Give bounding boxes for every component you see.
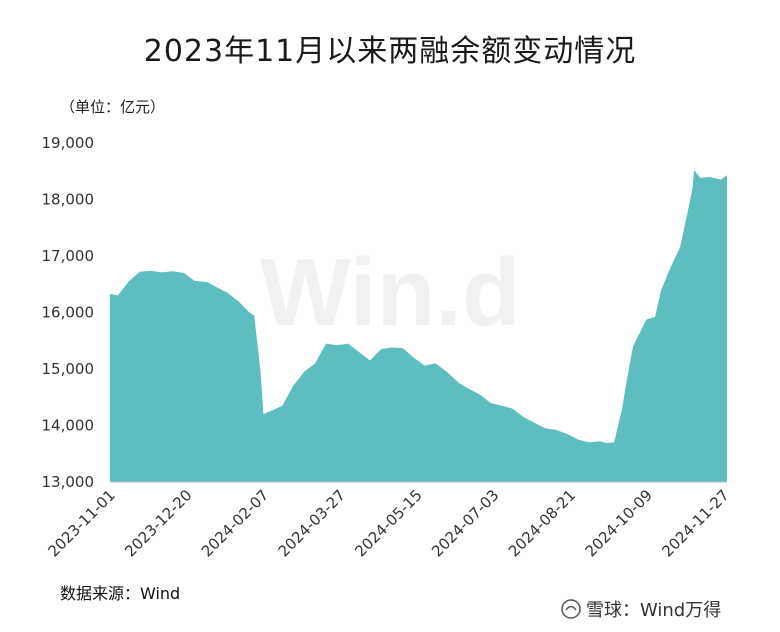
y-tick-label: 17,000 xyxy=(42,247,95,265)
y-tick-label: 15,000 xyxy=(42,360,95,378)
x-tick-label: 2023-11-01 xyxy=(44,486,118,560)
y-tick-label: 13,000 xyxy=(42,473,95,491)
x-tick-label: 2024-10-09 xyxy=(582,486,656,560)
x-tick-label: 2024-11-27 xyxy=(658,486,732,560)
x-tick-label: 2024-05-15 xyxy=(351,486,425,560)
unit-label: （单位：亿元） xyxy=(60,98,166,116)
x-tick-label: 2024-03-27 xyxy=(275,486,349,560)
x-tick-label: 2024-08-21 xyxy=(505,486,579,560)
x-tick-label: 2023-12-20 xyxy=(121,486,195,560)
brand-footer: 雪球：Wind万得 xyxy=(560,596,721,622)
x-axis: 2023-11-01 2023-12-20 2024-02-07 2024-03-27… xyxy=(44,486,732,560)
watermark-text: Win.d xyxy=(260,239,520,346)
margin-balance-area xyxy=(110,170,727,482)
source-label: 数据来源：Wind xyxy=(60,584,181,603)
brand-text: 雪球：Wind万得 xyxy=(586,600,722,621)
y-axis: 13,000 14,000 15,000 16,000 17,000 18,000 19,0… xyxy=(42,134,95,491)
y-tick-label: 14,000 xyxy=(42,417,95,435)
y-tick-label: 18,000 xyxy=(42,191,95,209)
snowball-logo-icon xyxy=(561,599,581,619)
chart-title: 2023年11月以来两融余额变动情况 xyxy=(143,34,637,69)
x-tick-label: 2024-07-03 xyxy=(428,486,502,560)
y-tick-label: 19,000 xyxy=(42,134,95,152)
x-tick-label: 2024-02-07 xyxy=(198,486,272,560)
y-tick-label: 16,000 xyxy=(42,304,95,322)
